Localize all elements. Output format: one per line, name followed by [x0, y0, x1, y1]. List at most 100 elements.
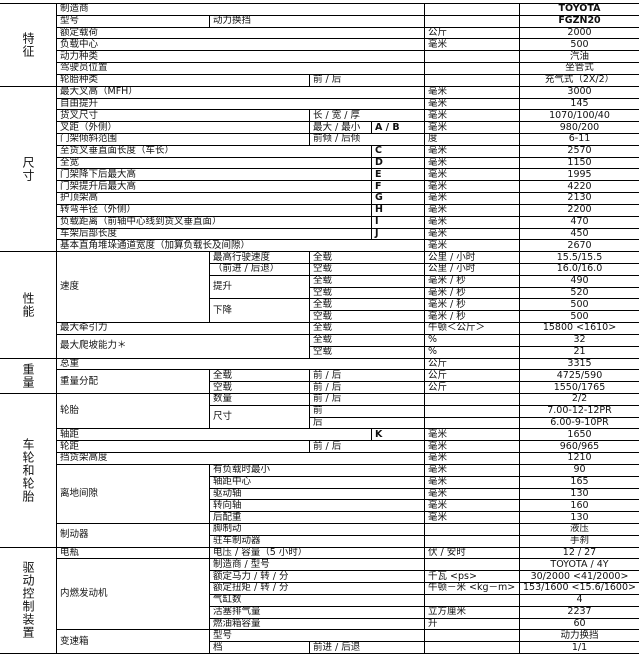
value-text: 2570 [567, 145, 592, 157]
unit-text: 毫米 [428, 228, 448, 239]
value-text: 520 [570, 287, 589, 299]
row-label: 护顶架高 [57, 193, 372, 205]
condition: 前进 / 后退 [310, 642, 425, 654]
row-label-text: 至货叉垂直面长度（车长） [60, 145, 175, 157]
row-label-text: 自由提升 [60, 98, 99, 109]
condition: 空载 [310, 287, 425, 300]
row-label: 门架降下后最大高 [57, 169, 372, 182]
value: 2/2 [520, 394, 639, 406]
sub-label-text: 轴距中心 [213, 476, 252, 488]
unit-text: 公里 / 小时 [428, 252, 476, 263]
dimension-code: E [372, 169, 425, 182]
dimension-code: F [372, 181, 425, 194]
value-text: 1150 [567, 157, 592, 169]
section-title: 重量 [0, 358, 57, 394]
sub-label: 驻车制动器 [210, 535, 425, 548]
condition: 长 / 宽 / 厚 [310, 110, 425, 123]
dimension-code-text: F [375, 181, 382, 192]
row-label-text: 最大牵引力 [60, 323, 108, 334]
condition: 前 [310, 405, 425, 418]
condition: 全载 [310, 299, 425, 312]
value: 汽油 [520, 51, 639, 64]
unit: 毫米 [425, 193, 520, 205]
value: 960/965 [520, 441, 639, 454]
value-text: 1070/100/40 [549, 110, 610, 121]
row-label-text: 轮胎种类 [60, 74, 99, 86]
unit: 度 [425, 134, 520, 146]
value-text: 2237 [567, 606, 592, 618]
condition: 全载 [310, 252, 425, 264]
unit-text: 毫米 [428, 39, 448, 50]
sub-label: 额定马力 / 转 / 分 [210, 571, 425, 584]
sub-label-text: 转向轴 [213, 500, 242, 511]
condition: 全载 [310, 323, 425, 335]
value-text: 2000 [567, 27, 592, 39]
unit [425, 417, 520, 430]
row-label: 内燃发动机 [57, 559, 210, 631]
value: 2237 [520, 607, 639, 619]
row-label-text: 门架倾斜范围 [60, 134, 118, 145]
row-label-text: 轮距 [60, 441, 80, 452]
unit: 毫米 [425, 464, 520, 477]
row-label: 额定载荷 [57, 27, 425, 40]
value-text: 2670 [567, 240, 592, 251]
unit [425, 15, 520, 28]
unit-text: % [428, 334, 438, 346]
value-text: 4725/590 [556, 370, 603, 381]
unit: 毫米 [425, 500, 520, 513]
unit: 毫米 [425, 216, 520, 229]
unit-text: 毫米 [428, 476, 448, 488]
row-label-text: 护顶架高 [60, 193, 99, 204]
row-label-text: 最大爬坡能力＊ [60, 340, 127, 352]
sub-label-text: 活塞排气量 [213, 606, 261, 618]
value-text: 充气式（2X/2） [544, 74, 615, 86]
value: 15800 <1610> [520, 323, 639, 335]
value: 1/1 [520, 642, 639, 654]
value-text: 60 [573, 618, 586, 629]
value: TOYOTA [520, 4, 639, 16]
condition-text: 长 / 宽 / 厚 [313, 110, 360, 121]
unit [425, 630, 520, 643]
unit: 毫米 [425, 157, 520, 170]
row-label: 重量分配 [57, 370, 210, 394]
unit: 公斤 [425, 27, 520, 40]
value-text: 30/2000 <41/2000> [530, 571, 629, 582]
value: 16.0/16.0 [520, 264, 639, 276]
value: 12 / 27 [520, 548, 639, 560]
sub-label-text: 气缸数 [213, 594, 242, 606]
unit-text: 升 [428, 618, 438, 629]
row-label: 自由提升 [57, 98, 425, 111]
sub-label-text: 脚制动 [213, 524, 242, 535]
value-text: 130 [570, 512, 589, 523]
sub-label: 活塞排气量 [210, 606, 425, 619]
value-text: 1/1 [571, 642, 588, 653]
sub-label-text: 动力换挡 [213, 15, 252, 27]
value: 32 [520, 335, 639, 347]
sub-label: 最高行驶速度 [210, 252, 310, 264]
section-title: 性能 [0, 252, 57, 359]
spec-table: TOYOTA 制造商 FGZN20 动力换挡 型号 公斤 2000 额定载荷 毫米 500 负载中心… [0, 3, 639, 654]
unit: 牛顿－米 <kg－m> [425, 583, 520, 595]
unit-text: 毫米 [428, 110, 448, 121]
unit: 毫米 [425, 488, 520, 501]
unit-text: 牛顿＜公斤＞ [428, 323, 486, 334]
value-text: 15800 <1610> [542, 323, 617, 334]
sub-label: 制造商 / 型号 [210, 559, 425, 572]
row-label: 全宽 [57, 157, 372, 170]
row-label-text: 货叉尺寸 [60, 110, 99, 121]
row-label-text: 电瓶 [60, 547, 80, 559]
condition: 前 / 后 [310, 394, 425, 406]
unit-text: 千瓦 <ps> [428, 571, 477, 582]
condition-text: 前 / 后 [313, 441, 342, 452]
section-title-text: 驱动控制装置 [21, 561, 35, 640]
value-text: 7.00-12-12PR [547, 405, 612, 417]
unit-text: 公斤 [428, 358, 448, 369]
unit-text: 毫米 / 秒 [428, 275, 466, 287]
condition-text: 最大 / 最小 [313, 122, 361, 133]
unit: 伏 / 安时 [425, 547, 520, 560]
value-text: FGZN20 [558, 15, 601, 27]
value: 165 [520, 477, 639, 489]
value: 2000 [520, 28, 639, 40]
sub-label: 驱动轴 [210, 488, 425, 501]
value-text: 动力换挡 [560, 630, 599, 641]
